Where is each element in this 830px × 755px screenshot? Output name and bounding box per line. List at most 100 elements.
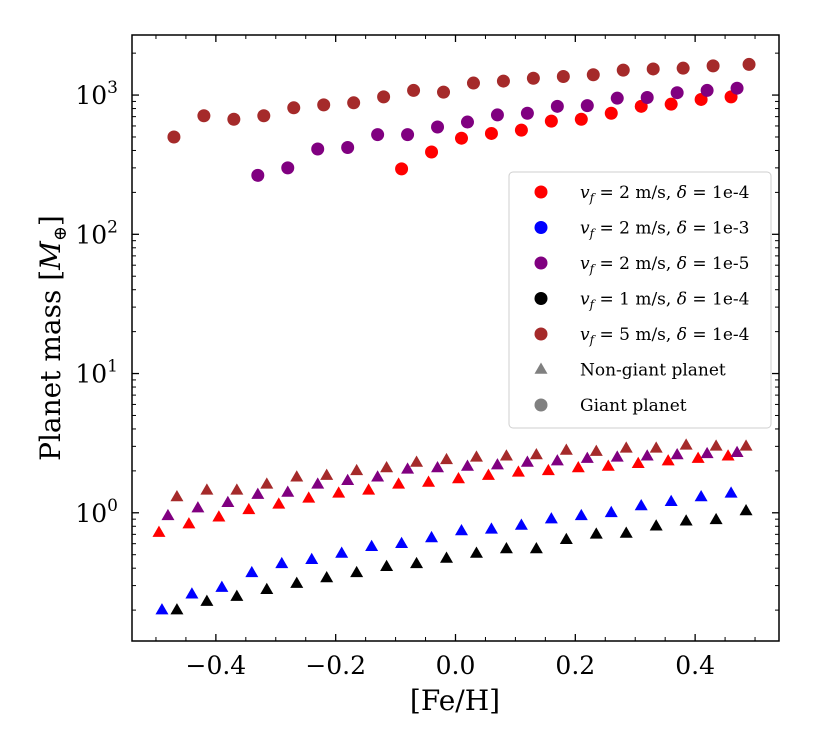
non-giant-point-s3 [290, 576, 304, 588]
non-giant-point-s4 [170, 489, 184, 502]
non-giant-point-s4 [559, 443, 573, 455]
giant-point-s4 [706, 59, 720, 73]
giant-point-s2 [700, 83, 714, 97]
non-giant-point-s4 [440, 452, 454, 465]
non-giant-point-s1 [365, 539, 379, 552]
non-giant-point-s1 [245, 565, 259, 578]
giant-point-s0 [574, 112, 588, 126]
non-giant-point-s0 [422, 475, 436, 487]
non-giant-point-s3 [559, 532, 573, 545]
non-giant-point-s2 [700, 446, 714, 459]
non-giant-point-s3 [440, 551, 454, 563]
non-giant-point-s4 [350, 463, 364, 476]
legend-marker-s4 [534, 327, 548, 341]
giant-point-s4 [437, 85, 451, 99]
non-giant-point-s2 [311, 477, 325, 489]
non-giant-point-s4 [320, 468, 334, 480]
giant-point-s2 [520, 106, 534, 120]
legend-label-s4: vf = 5 m/s, δ = 1e-4 [580, 325, 749, 347]
non-giant-point-s0 [332, 486, 346, 498]
legend-label-triangle: Non-giant planet [580, 361, 726, 381]
y-tick-label: 100 [75, 496, 118, 528]
non-giant-point-s1 [305, 552, 319, 565]
giant-point-s4 [287, 101, 301, 115]
legend-label-circle: Giant planet [580, 396, 687, 416]
non-giant-point-s0 [302, 491, 316, 503]
non-giant-point-s1 [185, 587, 199, 599]
non-giant-point-s2 [191, 501, 205, 513]
giant-point-s2 [431, 120, 445, 134]
legend-marker-s0 [534, 185, 548, 199]
non-giant-point-s1 [215, 580, 229, 592]
legend-marker-circle [534, 398, 548, 412]
non-giant-point-s2 [670, 448, 684, 460]
non-giant-point-s3 [619, 526, 633, 538]
giant-point-s4 [496, 74, 510, 88]
non-giant-point-s4 [200, 483, 214, 495]
non-giant-point-s0 [661, 454, 675, 466]
non-giant-point-s3 [230, 589, 244, 601]
non-giant-point-s4 [469, 450, 483, 462]
non-giant-point-s4 [649, 441, 663, 453]
legend-marker-s1 [534, 221, 548, 234]
non-giant-point-s4 [410, 455, 424, 467]
giant-point-s0 [514, 123, 528, 137]
giant-point-s2 [610, 91, 624, 105]
giant-point-s0 [454, 131, 468, 145]
non-giant-point-s4 [529, 448, 543, 460]
giant-point-s2 [670, 86, 684, 100]
non-giant-point-s1 [514, 518, 528, 530]
non-giant-point-s4 [230, 483, 244, 495]
non-giant-point-s0 [451, 471, 465, 484]
giant-point-s4 [556, 69, 570, 83]
giant-point-s4 [347, 96, 361, 110]
legend-marker-s2 [534, 256, 548, 270]
non-giant-point-s4 [589, 444, 603, 456]
non-giant-point-s0 [631, 456, 645, 469]
non-giant-point-s3 [589, 527, 603, 539]
non-giant-point-s1 [335, 546, 349, 558]
y-tick-label: 101 [75, 357, 118, 389]
legend-label-s3: vf = 1 m/s, δ = 1e-4 [580, 290, 749, 312]
non-giant-point-s2 [730, 445, 744, 457]
non-giant-point-s1 [454, 524, 468, 536]
x-tick-label: −0.4 [186, 651, 247, 680]
non-giant-point-s3 [739, 504, 753, 516]
giant-point-s2 [341, 141, 355, 155]
non-giant-point-s3 [499, 541, 513, 554]
non-giant-point-s1 [694, 489, 708, 502]
non-giant-point-s0 [601, 459, 615, 471]
giant-point-s2 [640, 91, 654, 105]
x-axis-label: [Fe/H] [410, 684, 500, 717]
non-giant-point-s3 [469, 546, 483, 558]
giant-point-s4 [227, 112, 241, 126]
giant-point-s0 [604, 106, 618, 120]
non-giant-point-s2 [550, 454, 564, 466]
plot-frame [131, 34, 780, 642]
non-giant-point-s4 [679, 438, 693, 450]
giant-point-s4 [257, 109, 271, 123]
y-tick-label: 103 [75, 78, 118, 110]
non-giant-point-s0 [212, 510, 226, 522]
non-giant-point-s1 [484, 522, 498, 534]
non-giant-point-s0 [511, 465, 525, 477]
giant-point-s4 [377, 90, 391, 104]
non-giant-point-s0 [571, 460, 585, 473]
giant-point-s2 [401, 128, 415, 142]
non-giant-point-s3 [200, 594, 214, 606]
non-giant-point-s0 [182, 517, 196, 529]
x-tick-label: 0.0 [436, 651, 476, 680]
non-giant-point-s1 [574, 508, 588, 521]
non-giant-point-s3 [350, 565, 364, 578]
non-giant-point-s3 [170, 603, 184, 615]
non-giant-point-s4 [709, 439, 723, 451]
giant-point-s4 [466, 76, 480, 90]
non-giant-point-s0 [152, 525, 166, 537]
giant-point-s4 [407, 83, 421, 97]
legend-marker-s3 [534, 292, 548, 305]
non-giant-point-s4 [380, 460, 394, 473]
legend-label-s1: vf = 2 m/s, δ = 1e-3 [580, 219, 749, 241]
non-giant-point-s1 [544, 512, 558, 524]
legend-label-s0: vf = 2 m/s, δ = 1e-4 [580, 183, 749, 205]
non-giant-point-s2 [281, 485, 295, 497]
